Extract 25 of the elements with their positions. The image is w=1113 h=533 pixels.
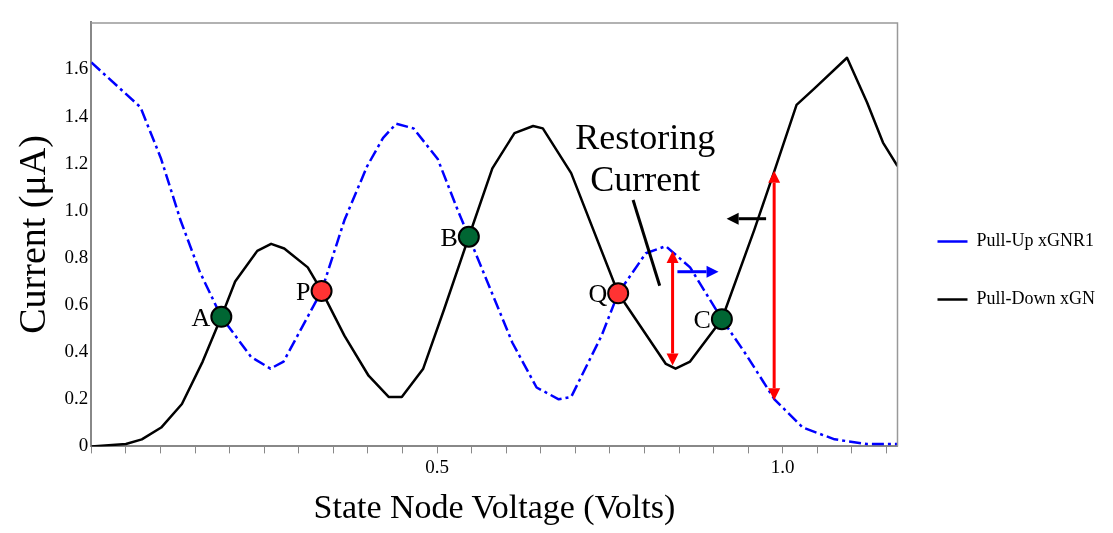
point [710, 308, 733, 331]
point [457, 225, 480, 248]
y-tick-label: 0.8 [64, 245, 89, 267]
y-axis-title: Current (μA) [10, 135, 54, 334]
y-tick-label: 0.6 [64, 293, 89, 315]
x-tick-label: 0.5 [425, 455, 449, 477]
annotation: A [191, 302, 211, 332]
y-tick-label: 1.6 [64, 57, 89, 79]
legend-label: Pull-Down xGN [976, 288, 1096, 309]
point [210, 305, 233, 328]
y-tick-label: 0.4 [64, 340, 89, 362]
annotation: Q [588, 279, 608, 309]
annotation: C [693, 305, 711, 335]
annotation: B [440, 222, 458, 252]
y-tick-label: 1.0 [64, 198, 89, 220]
annotation: P [296, 276, 311, 306]
y-tick-label: 1.2 [64, 151, 89, 173]
point [310, 279, 333, 302]
y-tick-label: 1.4 [64, 104, 89, 126]
y-tick-label: 0.2 [64, 387, 89, 409]
y-tick-label: 0 [78, 434, 89, 456]
legend-label: Pull-Up xGNR1 [976, 230, 1095, 251]
annotation: Restoring Current [575, 117, 716, 200]
x-axis-title: State Node Voltage (Volts) [313, 487, 676, 526]
point [607, 282, 630, 305]
